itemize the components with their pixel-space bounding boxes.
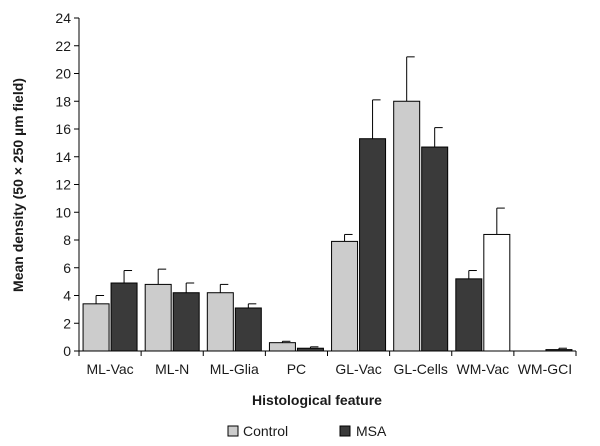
legend: Control MSA bbox=[227, 423, 387, 439]
legend-swatch-control bbox=[227, 425, 239, 437]
legend-label-msa: MSA bbox=[356, 423, 387, 439]
bar-msa bbox=[234, 307, 262, 352]
y-tick-label: 8 bbox=[63, 232, 71, 248]
x-tick-label: WM-GCI bbox=[518, 361, 572, 377]
bar-msa bbox=[110, 282, 138, 352]
x-tick-label: WM-Vac bbox=[457, 361, 510, 377]
bar-msa bbox=[421, 146, 449, 352]
bar-wm-gci bbox=[545, 349, 573, 352]
y-tick-label: 10 bbox=[55, 204, 71, 220]
x-tick-label: GL-Vac bbox=[335, 361, 381, 377]
bar-msa bbox=[172, 292, 200, 352]
y-tick-label: 4 bbox=[63, 288, 71, 304]
bar-control bbox=[268, 342, 296, 352]
legend-swatch-msa bbox=[339, 425, 351, 437]
y-tick-label: 12 bbox=[55, 177, 71, 193]
bar-wm-vac bbox=[483, 233, 511, 352]
x-tick-label: ML-Glia bbox=[210, 361, 259, 377]
x-tick-label: ML-N bbox=[155, 361, 189, 377]
y-tick-label: 24 bbox=[55, 10, 71, 26]
bar-control bbox=[331, 240, 359, 352]
bar-msa bbox=[296, 347, 324, 352]
bar-control bbox=[144, 283, 172, 352]
x-tick-label: PC bbox=[287, 361, 306, 377]
y-axis-label: Mean density (50 × 250 µm field) bbox=[10, 78, 26, 292]
bar-wm-vac bbox=[455, 278, 483, 352]
y-tick-label: 22 bbox=[55, 38, 71, 54]
y-tick-label: 6 bbox=[63, 260, 71, 276]
y-tick-label: 2 bbox=[63, 315, 71, 331]
y-tick-label: 20 bbox=[55, 66, 71, 82]
y-tick-label: 14 bbox=[55, 149, 71, 165]
bar-control bbox=[393, 100, 421, 352]
x-tick-label: ML-Vac bbox=[86, 361, 133, 377]
x-axis-label: Histological feature bbox=[252, 392, 382, 408]
bar-control bbox=[82, 303, 110, 352]
x-tick-label: GL-Cells bbox=[393, 361, 447, 377]
bar-msa bbox=[359, 138, 387, 352]
y-tick-label: 16 bbox=[55, 121, 71, 137]
bar-control bbox=[206, 292, 234, 352]
y-tick-label: 0 bbox=[63, 343, 71, 359]
y-tick-label: 18 bbox=[55, 93, 71, 109]
legend-label-control: Control bbox=[243, 423, 288, 439]
